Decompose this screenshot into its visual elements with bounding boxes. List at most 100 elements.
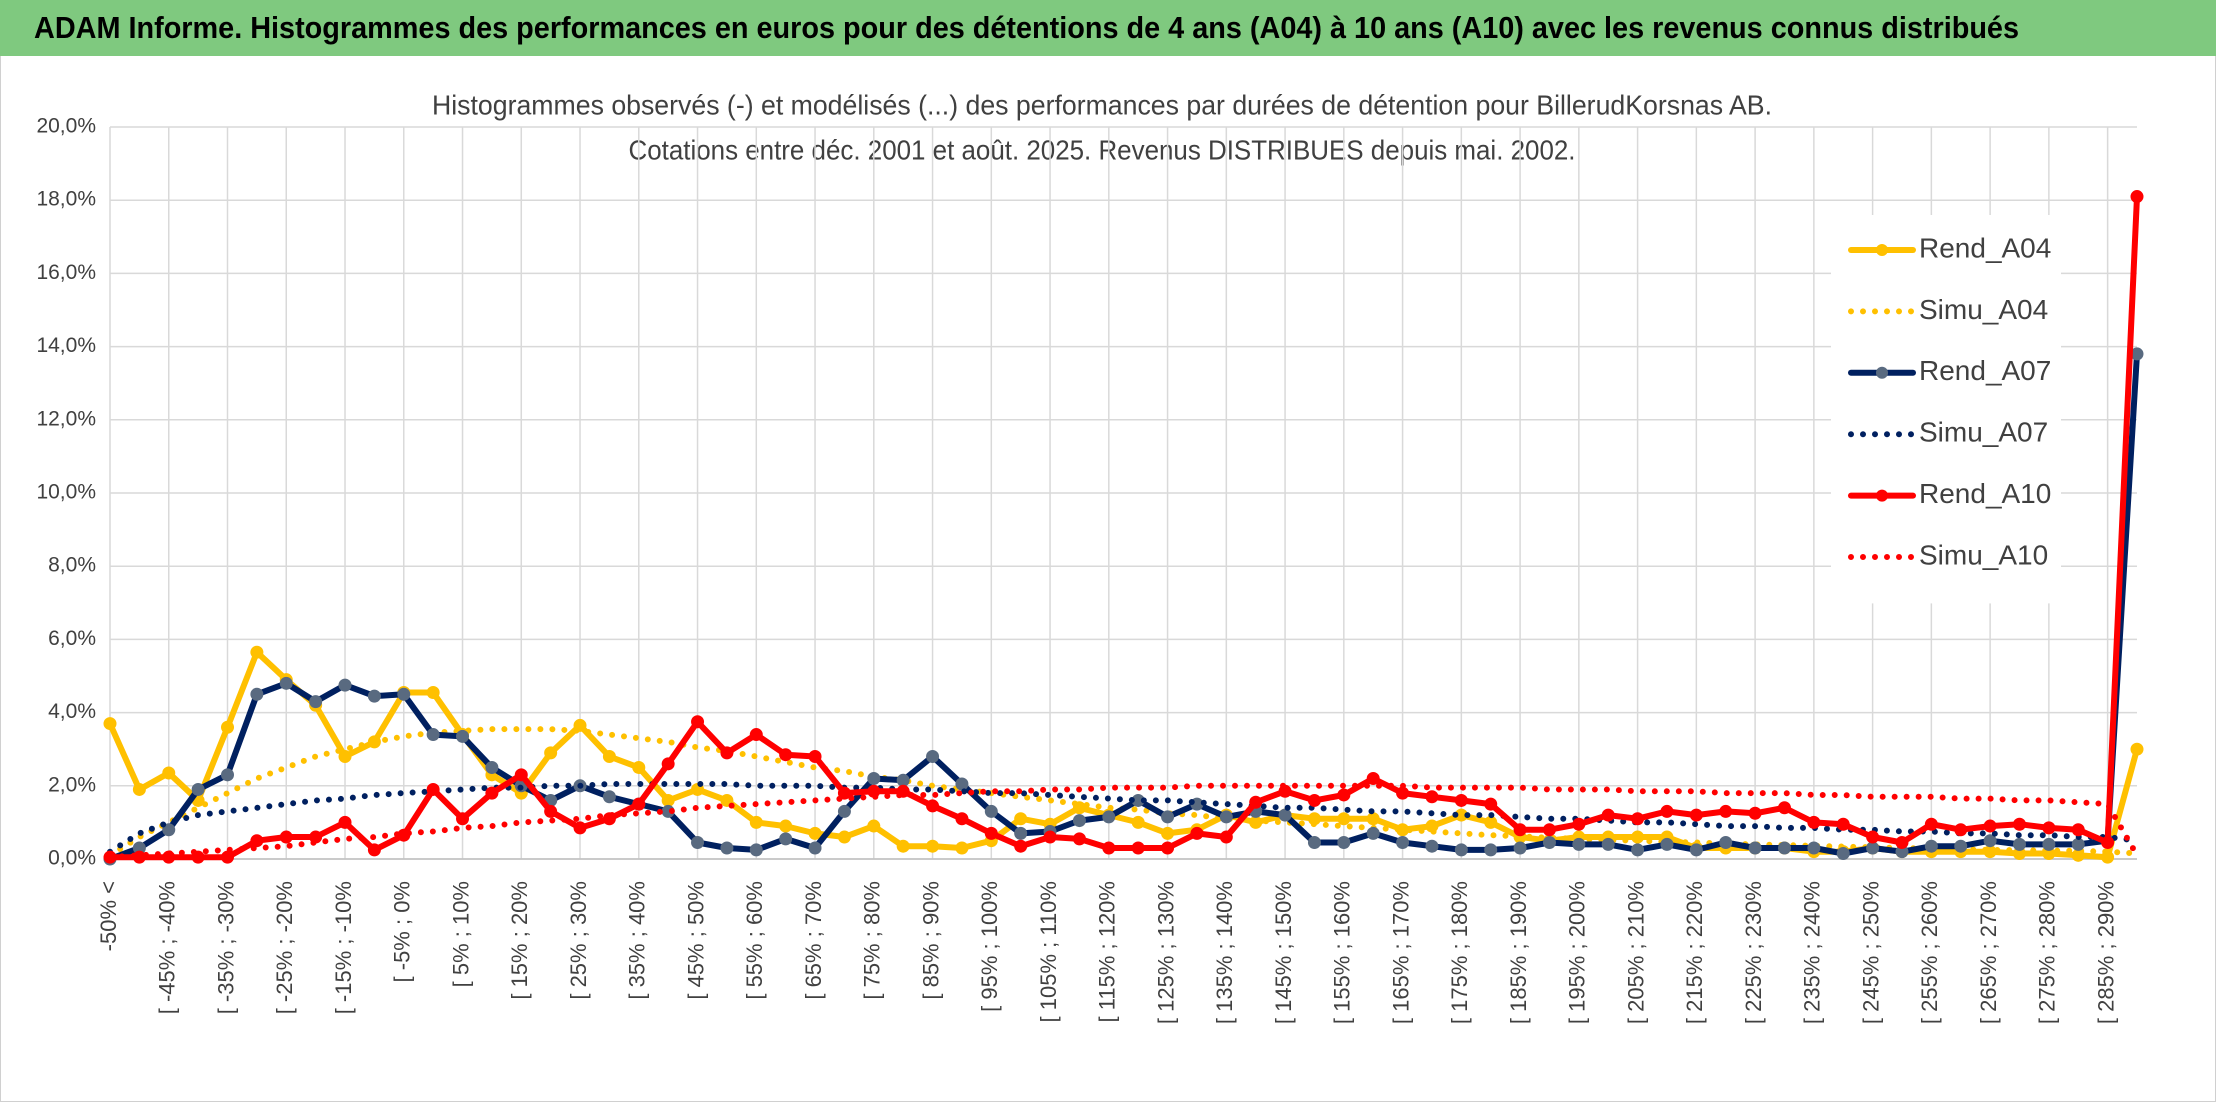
legend-marker [1876,366,1888,379]
series-marker [691,715,705,729]
series-marker [1014,826,1028,840]
series-marker [1014,839,1028,853]
series-marker [691,836,705,850]
series-marker [1513,841,1527,855]
series-marker [808,750,822,764]
series-marker [1924,839,1938,853]
series-marker [1396,786,1410,800]
series-marker [602,750,616,764]
series-marker [661,793,675,807]
series-marker [162,766,176,780]
series-marker [867,771,881,785]
chart-title: Histogrammes observés (-) et modélisés (… [432,89,1772,120]
series-marker [250,645,264,659]
series-marker [221,768,235,782]
legend-label: Rend_A10 [1919,478,2051,509]
series-marker [367,843,381,857]
series-marker [1337,812,1351,826]
legend-label: Rend_A07 [1919,355,2051,386]
legend-marker [1876,244,1888,256]
series-marker [1219,830,1233,844]
series-marker [1366,771,1380,785]
series-marker [1866,841,1880,855]
series-marker [426,685,440,699]
x-tick-label: [ -15% ; -10% [331,881,356,1014]
y-tick-label: 6,0% [48,627,96,650]
series-marker [1161,841,1175,855]
series-marker [1131,815,1145,829]
x-tick-label: [ 55% ; 60% [742,881,767,1000]
series-marker [896,839,910,853]
series-marker [309,695,323,709]
series-marker [2130,190,2144,204]
series-marker [1425,790,1439,804]
series-marker [1102,810,1116,824]
x-tick-label: [ 135% ; 140% [1212,881,1237,1024]
series-marker [2071,837,2085,851]
x-tick-label: [ 75% ; 80% [860,881,885,1000]
series-marker [984,804,998,818]
y-tick-label: 0,0% [48,847,96,870]
series-line [107,193,2140,861]
series-marker [1454,843,1468,857]
series-marker [1719,804,1733,818]
series-marker [1102,841,1116,855]
series-marker [1072,814,1086,828]
series-marker [367,689,381,703]
series-marker [1777,841,1791,855]
y-tick-label: 14,0% [36,334,96,357]
x-tick-label: [ 125% ; 130% [1153,881,1178,1024]
series-marker [456,729,470,743]
series-marker [955,812,969,826]
series-marker [1836,847,1850,861]
x-tick-label: [ 175% ; 180% [1447,881,1472,1024]
y-tick-label: 8,0% [48,554,96,577]
series-marker [1836,817,1850,831]
series-marker [485,761,499,774]
series-marker [544,804,558,818]
series-marker [1161,826,1175,840]
series-marker [338,750,352,764]
series-line [107,350,2140,862]
x-tick-label: [ 5% ; 10% [448,881,473,987]
chart-subtitle: Cotations entre déc. 2001 et août. 2025.… [629,134,1576,165]
series-marker [1954,839,1968,853]
series-marker [720,841,734,855]
legend-label: Rend_A04 [1919,232,2051,263]
series-marker [1631,843,1645,857]
series-marker [514,768,528,782]
series-marker [485,786,499,800]
header-title: ADAM Informe. Histogrammes des performan… [34,10,2019,45]
series-line [107,781,2140,855]
x-tick-label: [ -25% ; -20% [272,881,297,1014]
x-tick-label: [ 185% ; 190% [1506,881,1531,1024]
series-marker [2042,837,2056,851]
series-marker [426,782,440,796]
series-marker [1542,836,1556,850]
series-marker [1719,836,1733,850]
series-marker [1072,832,1086,846]
series-marker [1689,808,1703,822]
series-marker [1366,826,1380,840]
series-marker [1572,837,1586,851]
series-marker [250,687,264,701]
series-marker [2042,821,2056,835]
legend-label: Simu_A10 [1919,539,2048,570]
series-marker [1337,836,1351,850]
series-marker [1601,808,1615,822]
series-marker [779,832,793,846]
series-marker [1660,804,1674,818]
series-marker [2071,823,2085,837]
series-marker [1895,836,1909,850]
series-marker [1454,793,1468,807]
x-tick-label: [ 35% ; 40% [625,881,650,1000]
series-marker [1484,815,1498,829]
series-marker [1807,841,1821,855]
series-marker [749,843,763,857]
series-marker [1924,817,1938,831]
series-marker [1807,815,1821,829]
series-marker [221,850,235,864]
series-marker [1396,836,1410,850]
series-marker [632,797,646,811]
series-marker [867,819,881,833]
